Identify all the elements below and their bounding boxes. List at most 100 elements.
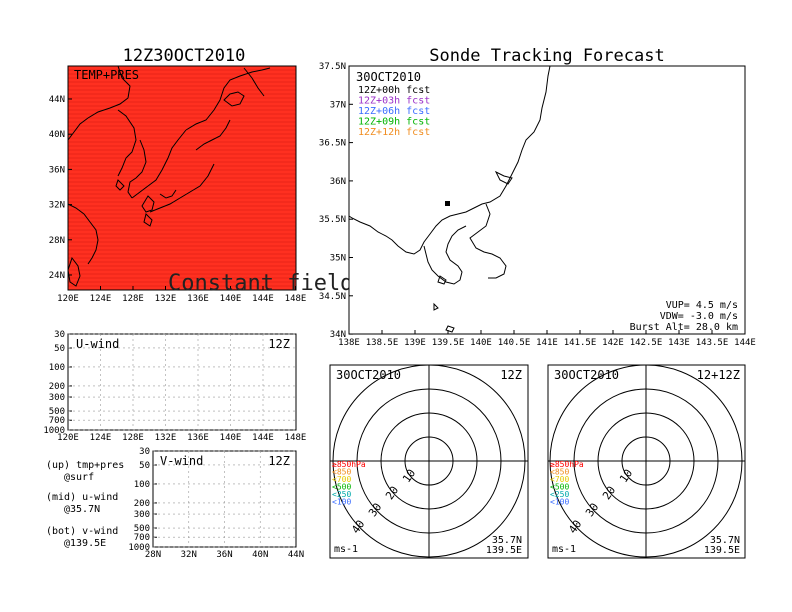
pressure-tick-label: 1000 xyxy=(43,426,65,436)
lon-tick-label: 132E xyxy=(155,294,177,304)
lat-tick-label: 32N xyxy=(49,201,65,211)
left-map-title: 12Z30OCT2010 xyxy=(123,46,246,66)
hodograph-lat: 35.7N xyxy=(710,535,740,546)
pressure-legend-entry: <100 xyxy=(550,498,569,507)
lon-tick-label: 140E xyxy=(220,433,242,443)
pressure-legend-entry: <500 xyxy=(550,483,569,492)
v-wind-label: V-wind xyxy=(160,454,203,468)
ring-label: 20 xyxy=(383,484,401,502)
note-bot-line1: (bot) v-wind xyxy=(46,526,118,537)
lon-tick-label: 124E xyxy=(90,433,112,443)
left-map-coastlines xyxy=(67,65,271,287)
lon-tick-label: 144E xyxy=(252,433,274,443)
lat-tick-label: 44N xyxy=(288,550,304,560)
lon-tick-label: 142E xyxy=(602,338,624,348)
lat-tick-label: 40N xyxy=(49,130,65,140)
tracking-map-title: Sonde Tracking Forecast xyxy=(429,46,664,66)
lat-tick-label: 32N xyxy=(181,550,197,560)
lon-tick-label: 120E xyxy=(57,294,79,304)
pressure-tick-label: 30 xyxy=(54,330,65,340)
ring-label: 10 xyxy=(400,467,418,485)
pressure-tick-label: 500 xyxy=(134,524,150,534)
pressure-legend-entry: ≥850hPa xyxy=(332,460,366,469)
ring-label: 20 xyxy=(600,484,618,502)
ascent-rate: VUP= 4.5 m/s xyxy=(666,300,738,311)
pressure-tick-label: 700 xyxy=(134,533,150,543)
hodograph-lon: 139.5E xyxy=(704,545,740,556)
lon-tick-label: 128E xyxy=(122,294,144,304)
pressure-tick-label: 50 xyxy=(54,344,65,354)
left-map-lat-axis: 44N 40N 36N 32N 28N 24N xyxy=(49,95,72,281)
hodograph-forecast: 30OCT2010 12+12Z ms-1 35.7N 139.5E 10203… xyxy=(547,364,746,559)
lon-tick-label: 140E xyxy=(220,294,242,304)
pressure-tick-label: 300 xyxy=(49,393,65,403)
pressure-tick-label: 200 xyxy=(134,499,150,509)
forecast-legend-entry: 12Z+03h fcst xyxy=(358,96,430,107)
lat-tick-label: 24N xyxy=(49,271,65,281)
ring-label: 10 xyxy=(617,467,635,485)
lat-tick-label: 35.5N xyxy=(319,215,346,225)
lon-tick-label: 139E xyxy=(404,338,426,348)
lon-tick-label: 124E xyxy=(90,294,112,304)
tracking-lat-axis: 37.5N 37N 36.5N 36N 35.5N 35N 34.5N 34N xyxy=(319,62,353,340)
note-up-line2: @surf xyxy=(64,472,94,483)
tracking-map-coastlines xyxy=(348,65,551,333)
ring-label: 40 xyxy=(349,518,367,536)
u-wind-frame xyxy=(67,333,297,431)
pressure-legend-entry: <850 xyxy=(332,468,351,477)
ring-label: 30 xyxy=(366,501,384,519)
hodograph-date: 30OCT2010 xyxy=(554,368,619,382)
hodograph-lat: 35.7N xyxy=(492,535,522,546)
left-map-hatching xyxy=(68,69,296,287)
pressure-legend-entry: <500 xyxy=(332,483,351,492)
note-bot-line2: @139.5E xyxy=(64,538,106,549)
ring-label: 40 xyxy=(566,518,584,536)
lat-tick-label: 37N xyxy=(330,100,346,110)
pressure-legend-entry: <250 xyxy=(550,490,569,499)
hodograph-unit: ms-1 xyxy=(334,544,358,555)
lat-tick-label: 36N xyxy=(330,177,346,187)
lon-tick-label: 148E xyxy=(285,433,307,443)
lat-tick-label: 34.5N xyxy=(319,292,346,302)
burst-altitude: Burst Alt= 28.0 km xyxy=(630,322,738,333)
lon-tick-label: 138E xyxy=(338,338,360,348)
pressure-tick-label: 100 xyxy=(134,480,150,490)
lon-tick-label: 143E xyxy=(668,338,690,348)
pressure-legend-entry: ≥850hPa xyxy=(550,460,584,469)
pressure-tick-label: 500 xyxy=(49,407,65,417)
pressure-tick-label: 50 xyxy=(139,461,150,471)
lon-tick-label: 120E xyxy=(57,433,79,443)
lat-tick-label: 28N xyxy=(145,550,161,560)
hodograph-lon: 139.5E xyxy=(486,545,522,556)
pressure-legend-entry: <100 xyxy=(332,498,351,507)
lat-tick-label: 35N xyxy=(330,254,346,264)
lat-tick-label: 40N xyxy=(252,550,268,560)
hodograph-initial: 30OCT2010 12Z ms-1 35.7N 139.5E 10203040… xyxy=(329,364,529,559)
v-wind-lat-axis: 28N 32N 36N 40N 44N xyxy=(145,451,304,560)
u-wind-label: U-wind xyxy=(76,337,119,351)
hodograph-time: 12+12Z xyxy=(697,368,740,382)
note-up-line1: (up) tmp+pres xyxy=(46,460,124,471)
pressure-legend-entry: <250 xyxy=(332,490,351,499)
forecast-legend-entry: 12Z+09h fcst xyxy=(358,117,430,128)
lon-tick-label: 132E xyxy=(155,433,177,443)
pressure-tick-label: 700 xyxy=(49,416,65,426)
lat-tick-label: 44N xyxy=(49,95,65,105)
v-wind-time: 12Z xyxy=(268,454,290,468)
hodograph-date: 30OCT2010 xyxy=(336,368,401,382)
pressure-legend-entry: <700 xyxy=(332,475,351,484)
pressure-tick-label: 200 xyxy=(49,382,65,392)
lon-tick-label: 143.5E xyxy=(696,338,729,348)
left-map-lon-axis: 120E 124E 128E 132E 136E 140E 144E 148E xyxy=(57,286,306,304)
forecast-legend-entry: 12Z+06h fcst xyxy=(358,106,430,117)
forecast-legend-entry: 12Z+12h fcst xyxy=(358,127,430,138)
lat-tick-label: 37.5N xyxy=(319,62,346,72)
lat-tick-label: 28N xyxy=(49,236,65,246)
lon-tick-label: 136E xyxy=(187,433,209,443)
lon-tick-label: 141.5E xyxy=(564,338,597,348)
